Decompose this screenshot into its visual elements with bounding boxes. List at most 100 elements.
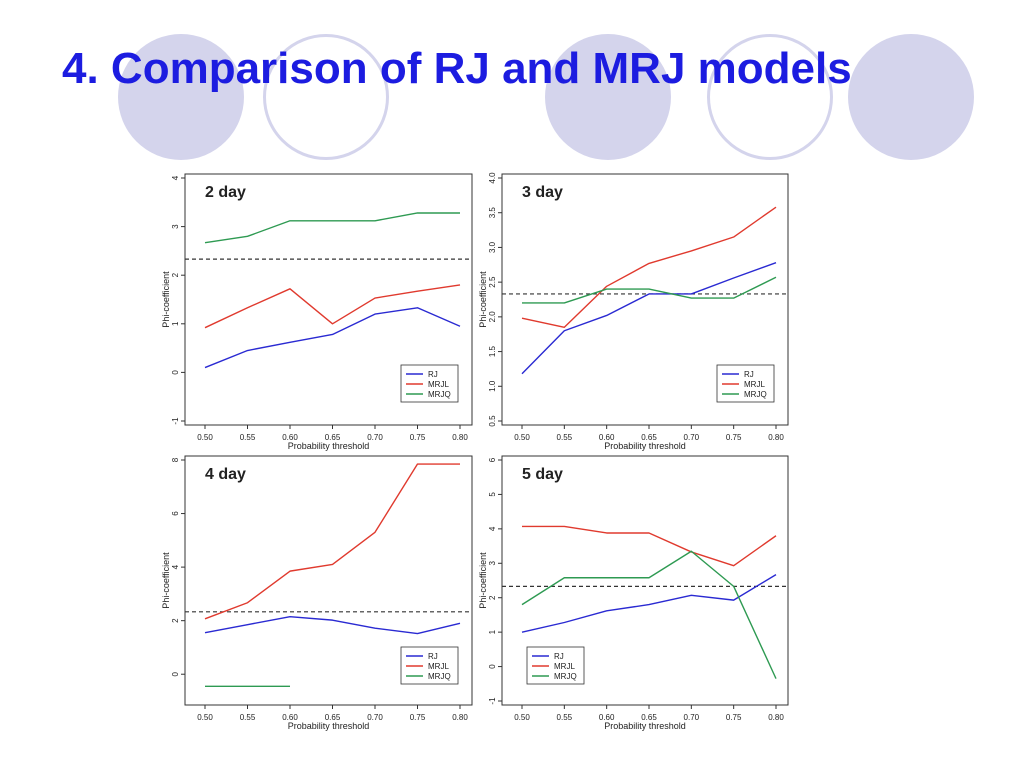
y-tick-label: 8 [171,457,180,462]
y-tick-label: 4 [488,526,497,531]
legend-label-mrjl: MRJL [428,380,449,389]
y-tick-label: -1 [488,697,497,705]
decor-circle-4 [707,34,833,160]
panel-title: 3 day [522,184,563,201]
legend-label-mrjq: MRJQ [744,390,767,399]
y-tick-label: 6 [171,511,180,516]
x-tick-label: 0.75 [410,433,426,442]
y-tick-label: 0 [171,671,180,676]
legend-label-mrjq: MRJQ [428,672,451,681]
chart-panel-3: 4 day 0.50 0.55 0.60 0.65 0.70 0.75 0.80 Probabi… [161,455,473,731]
legend-label-rj: RJ [428,652,438,661]
y-tick-label: 1.0 [488,380,497,392]
y-tick-label: 5 [488,492,497,497]
x-tick-label: 0.75 [726,433,742,442]
x-tick-label: 0.65 [641,713,657,722]
y-tick-label: 2.0 [488,311,497,323]
x-axis-label: Probability threshold [604,441,686,451]
x-tick-label: 0.80 [452,713,468,722]
y-tick-label: 3 [488,561,497,566]
chart-panel-4: 5 day 0.50 0.55 0.60 0.65 0.70 0.75 0.80 Probabi… [478,455,789,731]
panel-title: 2 day [205,184,246,201]
y-tick-label: 0 [171,370,180,375]
y-axis-label: Phi-coefficient [478,271,488,328]
x-tick-label: 0.60 [599,433,615,442]
x-tick-label: 0.65 [641,433,657,442]
x-tick-label: 0.80 [452,433,468,442]
legend-label-mrjl: MRJL [554,662,575,671]
chart-panel-1: 2 day 0.50 0.55 0.60 0.65 0.70 0.75 0.80 Probabi… [161,173,473,451]
x-tick-label: 0.55 [557,433,573,442]
panel-title: 4 day [205,466,246,483]
x-tick-label: 0.70 [367,713,383,722]
x-tick-label: 0.75 [726,713,742,722]
series-line-mrjq [521,550,777,679]
legend-label-mrjl: MRJL [744,380,765,389]
legend-label-mrjq: MRJQ [554,672,577,681]
slide-title: 4. Comparison of RJ and MRJ models [62,44,852,93]
x-tick-label: 0.50 [197,433,213,442]
y-tick-label: 0.5 [488,415,497,427]
series-line-mrjl [204,463,460,620]
series-line-rj [521,262,777,375]
decor-circle-2 [263,34,389,160]
y-tick-label: 4.0 [488,172,497,184]
y-tick-label: 1.5 [488,345,497,357]
legend-label-rj: RJ [744,370,754,379]
y-tick-label: 3 [171,224,180,229]
x-tick-label: 0.55 [240,433,256,442]
decor-circle-3 [545,34,671,160]
x-axis-label: Probability threshold [288,721,370,731]
legend-label-rj: RJ [554,652,564,661]
x-tick-label: 0.50 [514,433,530,442]
y-axis-label: Phi-coefficient [161,552,171,609]
legend-label-rj: RJ [428,370,438,379]
y-tick-label: -1 [171,417,180,425]
y-tick-label: 0 [488,664,497,669]
x-tick-label: 0.60 [282,713,298,722]
legend-label-mrjl: MRJL [428,662,449,671]
x-tick-label: 0.60 [282,433,298,442]
series-line-mrjl [522,525,777,567]
panel-title: 5 day [522,466,563,483]
x-tick-label: 0.65 [325,713,341,722]
series-line-mrjq [522,276,777,304]
y-tick-label: 3.5 [488,207,497,219]
x-tick-label: 0.75 [410,713,426,722]
y-axis-label: Phi-coefficient [478,552,488,609]
series-line-mrjq [204,212,460,244]
x-tick-label: 0.50 [197,713,213,722]
x-tick-label: 0.70 [684,433,700,442]
x-tick-label: 0.80 [768,713,784,722]
y-tick-label: 6 [488,457,497,462]
y-tick-label: 4 [171,564,180,569]
y-tick-label: 2 [171,272,180,277]
series-line-mrjl [521,206,777,328]
decor-circle-1 [118,34,244,160]
legend-box [400,646,459,685]
legend-label-mrjq: MRJQ [428,390,451,399]
x-axis-label: Probability threshold [604,721,686,731]
y-tick-label: 3.0 [488,241,497,253]
series-line-rj [204,307,461,369]
decor-circle-5 [848,34,974,160]
x-tick-label: 0.70 [367,433,383,442]
chart-panel-2: 3 day 0.50 0.55 0.60 0.65 0.70 0.75 0.80 Probabi… [478,172,789,451]
y-tick-label: 2 [171,618,180,623]
x-tick-label: 0.70 [684,713,700,722]
y-tick-label: 1 [171,321,180,326]
x-tick-label: 0.65 [325,433,341,442]
x-axis-label: Probability threshold [288,441,370,451]
series-line-rj [521,574,777,633]
x-tick-label: 0.55 [240,713,256,722]
y-tick-label: 2 [488,595,497,600]
x-tick-label: 0.60 [599,713,615,722]
y-axis-label: Phi-coefficient [161,271,171,328]
y-tick-label: 4 [171,175,180,180]
series-line-rj [204,615,461,635]
